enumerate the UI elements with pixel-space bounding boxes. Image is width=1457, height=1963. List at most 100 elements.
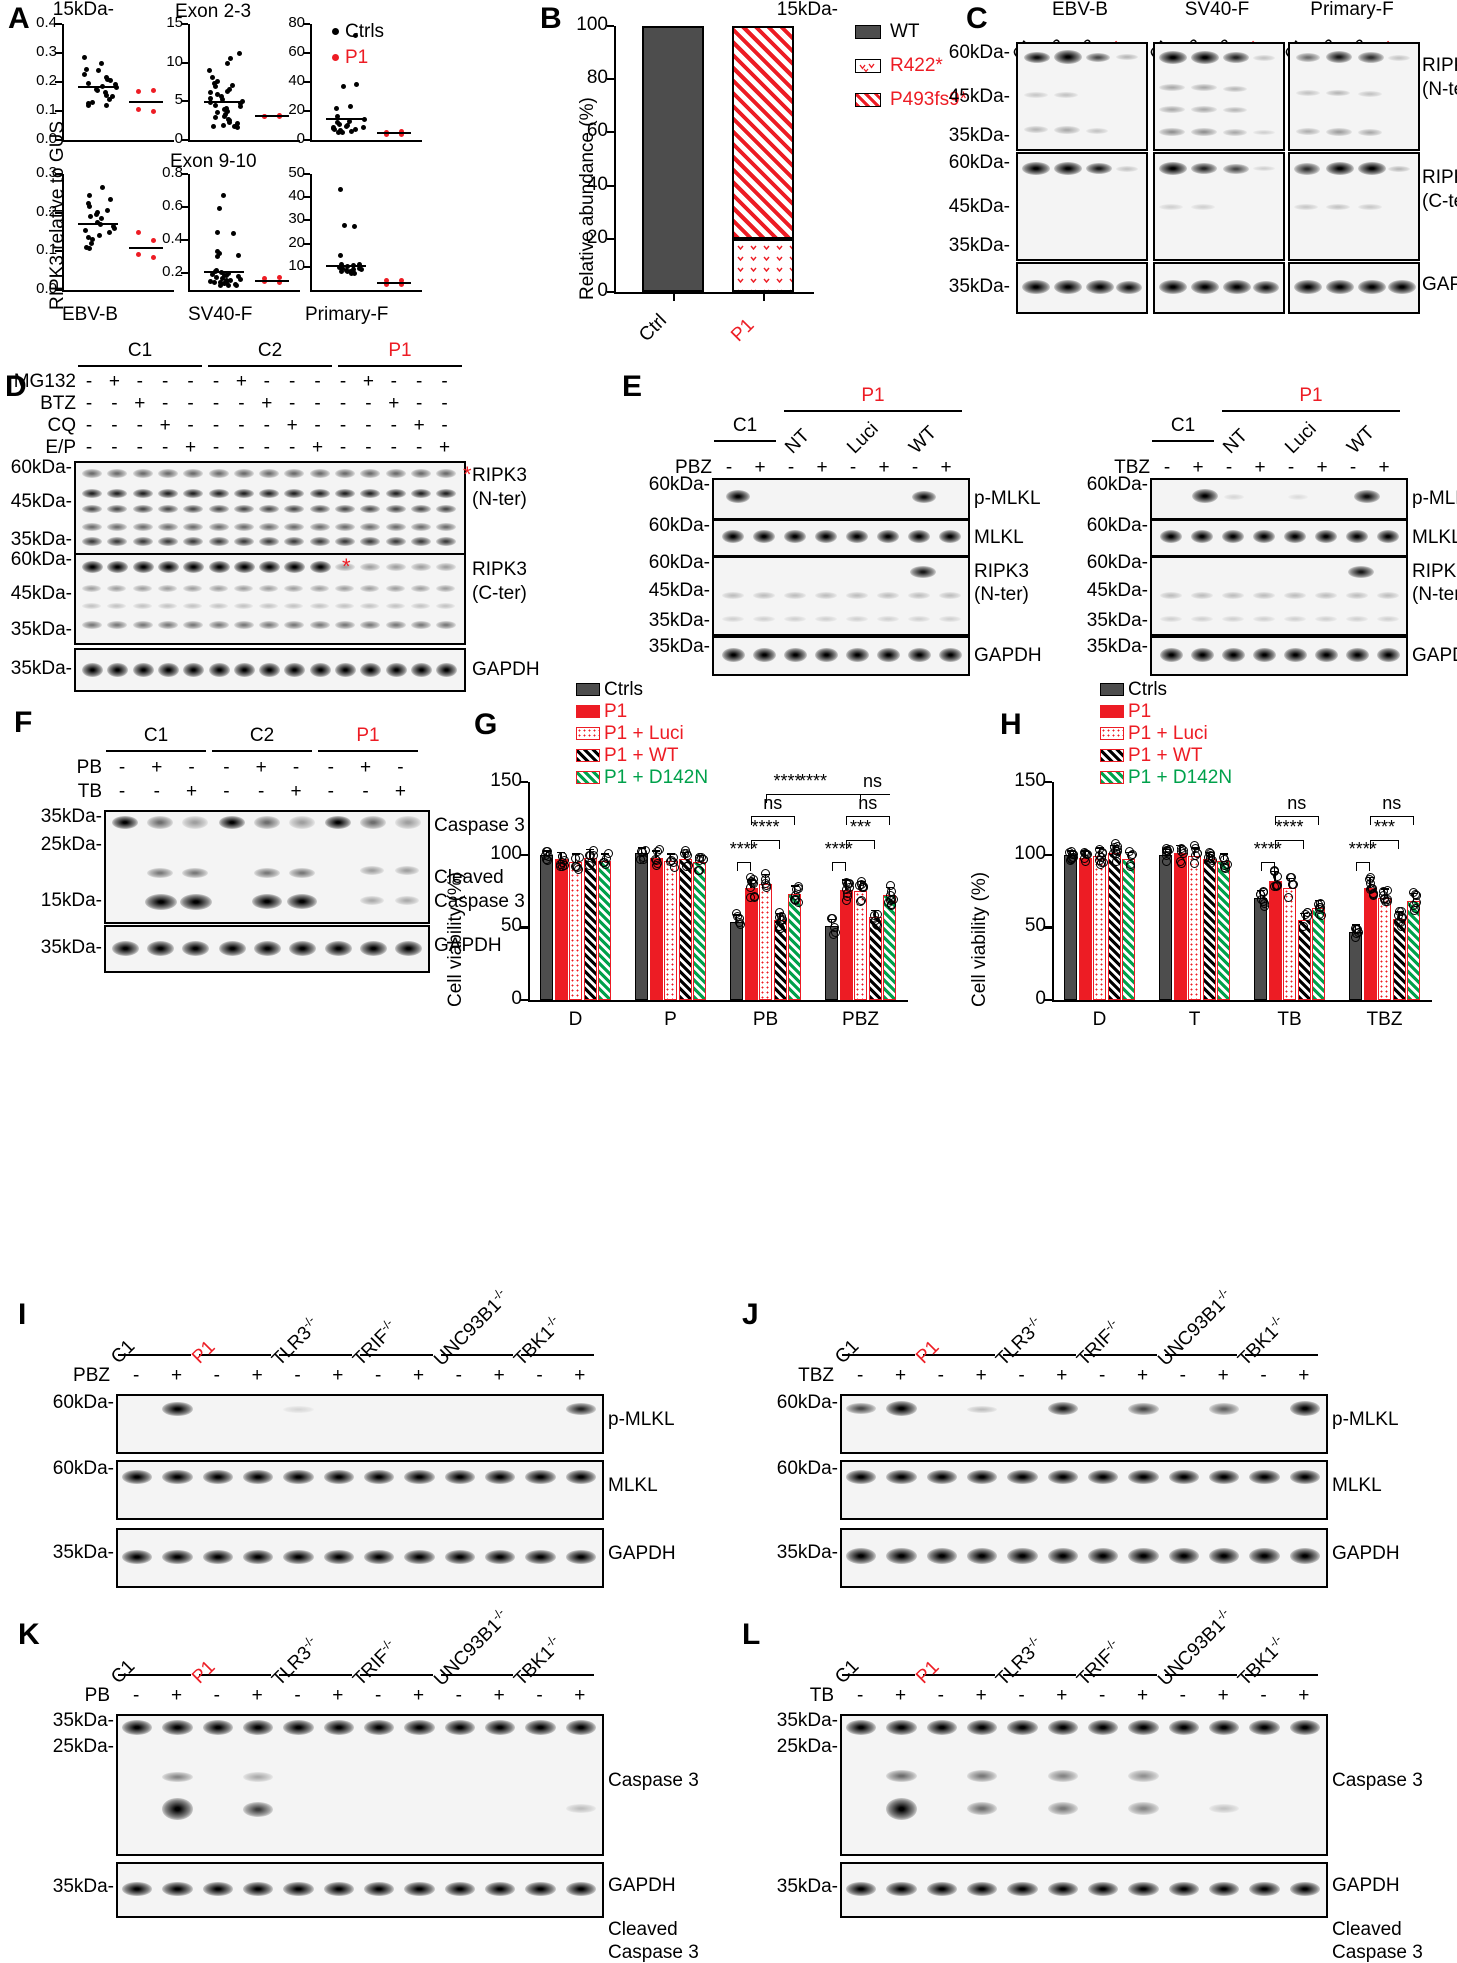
panel-e-right-blot-r3 [1150, 636, 1408, 676]
panel-d-group-1-line [208, 365, 332, 367]
panelL-lane-line-1 [922, 1674, 996, 1676]
blot-band [1116, 281, 1142, 294]
blot-band [208, 523, 229, 531]
blot-band [157, 523, 178, 531]
blot-band [132, 469, 153, 478]
panel-c-blot-r1-g1-bands [1155, 154, 1283, 259]
panel-c-group-1: SV40-F [1184, 0, 1250, 20]
panel-f-marker-r0-2: 15kDa- [40, 890, 102, 911]
panelJ-sign-7: + [1136, 1365, 1149, 1386]
y-tick-label: 0.4 [162, 230, 183, 248]
panel-label-h: H [1000, 708, 1022, 741]
panel-d-blot-label-2: RIPK3 [472, 559, 527, 580]
panel-f-group-0-label: C1 [143, 725, 169, 746]
panelG-datapoint [543, 846, 552, 856]
blot-band [410, 469, 431, 478]
panelL-sign-11: + [1298, 1685, 1310, 1706]
y-tick-label: 0 [597, 280, 608, 301]
blot-band [122, 1550, 153, 1564]
blot-band [259, 489, 280, 498]
blot-band [309, 537, 330, 546]
blot-band [436, 621, 457, 629]
data-point-ctrl [353, 33, 359, 39]
panel-e-left-blot-label-r2-0: RIPK3 [974, 561, 1029, 582]
blot-band [283, 1720, 314, 1735]
blot-band [243, 1470, 274, 1484]
data-point-p1 [398, 128, 404, 134]
panelK-marker-r2-0: 35kDa- [52, 1876, 114, 1897]
panelJ-blot-r1 [840, 1460, 1328, 1520]
panel-f-treatment-1: TB [77, 781, 102, 802]
y-tick [303, 242, 310, 245]
panel-c-marker-r1-0: 60kDa- [948, 152, 1010, 173]
panelG-datapoint [775, 923, 785, 933]
panelG-legend-swatch-3 [576, 749, 600, 763]
blot-band [1007, 1720, 1038, 1735]
blot-band [243, 1802, 274, 1817]
blot-band [162, 1550, 193, 1564]
panel-d-sign-E/P-9: + [312, 437, 324, 458]
panelI-lane-line-4 [440, 1354, 514, 1356]
blot-band [910, 566, 936, 578]
blot-band [1159, 280, 1187, 294]
blot-band [323, 1550, 354, 1564]
blot-band [208, 505, 229, 513]
panelJ-sign-11: + [1298, 1365, 1310, 1386]
data-point-ctrl [235, 274, 241, 280]
mean-line-p1 [377, 132, 411, 135]
blot-band [233, 537, 254, 546]
data-point-ctrl [217, 283, 223, 289]
panelJ-sign-5: + [1056, 1365, 1068, 1386]
panelJ-marker-r2-0: 35kDa- [776, 1542, 838, 1563]
blot-band [1294, 280, 1322, 294]
panel-c-blot-r1-g1 [1153, 152, 1285, 261]
y-tick [55, 81, 62, 83]
data-point-ctrl [212, 81, 218, 86]
panelH-sig-bracket [1260, 862, 1275, 871]
blot-band [1128, 1882, 1159, 1896]
blot-band [1296, 128, 1320, 135]
blot-band [1377, 530, 1399, 543]
blot-band [846, 592, 868, 599]
data-point-ctrl [107, 196, 113, 202]
blot-band [1223, 129, 1247, 136]
blot-band [410, 489, 431, 498]
blot-band [157, 603, 177, 609]
panel-c-blot-r2-g1 [1153, 262, 1285, 314]
panelK-blot-label-r2-0: GAPDH [608, 1875, 676, 1896]
blot-band [1249, 1882, 1280, 1896]
panel-e-right-blot-r2 [1150, 556, 1408, 636]
blot-band [846, 1403, 877, 1414]
blot-band [233, 603, 253, 609]
blot-band [208, 489, 229, 498]
blot-band [565, 1720, 596, 1735]
panelH-datapoint [1369, 889, 1379, 899]
panel-label-f: F [14, 706, 33, 739]
panelI-sign-3: + [251, 1365, 263, 1386]
panel-a-scatter-A2: 0 5 10 15 [166, 15, 300, 146]
panelH-legend-label-4: P1 + D142N [1128, 766, 1233, 788]
panel-a-scatter-A5: 0.2 0.4 0.6 0.8 [162, 165, 300, 292]
y-tick [303, 81, 310, 83]
panelL-lane-label-1: P1 [911, 1656, 944, 1688]
data-point-ctrl [226, 270, 232, 276]
y-tick [520, 853, 528, 856]
data-point-p1 [150, 87, 156, 93]
y-tick-label: 0.0 [36, 280, 57, 297]
data-point-p1 [135, 251, 141, 257]
blot-band [908, 592, 930, 599]
blot-band [1253, 616, 1275, 622]
mean-line-p1 [129, 101, 163, 103]
blot-band [939, 530, 961, 543]
panelL-blot-r2-bands [842, 1864, 1326, 1916]
blot-band [1116, 166, 1138, 172]
panelI-stim: PBZ [73, 1365, 110, 1386]
panelL-sign-8: - [1179, 1685, 1186, 1706]
panelI-lane-line-5 [521, 1354, 594, 1356]
data-point-ctrl [95, 67, 101, 73]
panel-e-left-marker-r2-0: 60kDa- [648, 552, 710, 573]
blot-band [309, 469, 330, 478]
y-tick [520, 999, 528, 1002]
blot-band [335, 489, 355, 498]
